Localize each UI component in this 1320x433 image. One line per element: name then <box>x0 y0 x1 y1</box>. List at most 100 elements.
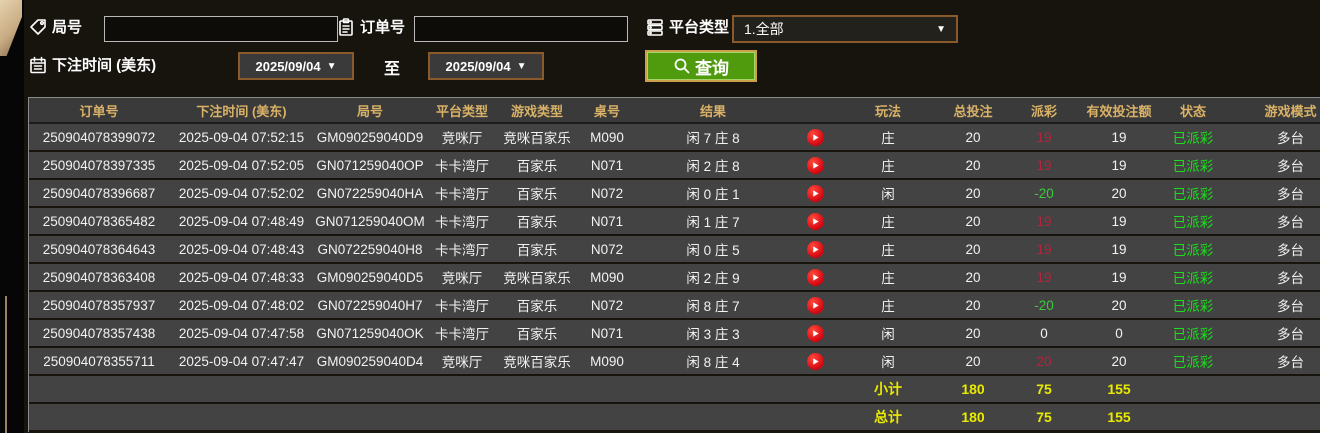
cell-order-no: 250904078365482 <box>42 213 156 229</box>
cell-bet-time: 2025-09-04 07:48:43 <box>178 241 305 257</box>
footer-valid-bet: 155 <box>1107 381 1131 397</box>
cell-valid-bet: 20 <box>1111 297 1127 313</box>
play-video-icon[interactable] <box>807 296 824 314</box>
cell-status: 已派彩 <box>1172 215 1214 230</box>
table-row[interactable]: 250904078363408 2025-09-04 07:48:33 GM0902… <box>29 264 1320 290</box>
table-row[interactable]: 250904078355711 2025-09-04 07:47:47 GM0902… <box>29 348 1320 374</box>
cell-play <box>788 240 843 258</box>
cell-game-no: GM090259040D9 <box>316 129 424 145</box>
cell-result: 闲 0 庄 1 <box>686 187 740 202</box>
cell-bet-time: 2025-09-04 07:48:49 <box>178 213 305 229</box>
query-button-label: 查询 <box>695 58 729 78</box>
cell-total-bet: 20 <box>965 325 981 341</box>
game-no-input[interactable] <box>104 16 338 42</box>
cell-payout: 19 <box>1036 269 1052 285</box>
header-col-play-type: 玩法 <box>874 103 901 119</box>
cell-bet-time: 2025-09-04 07:52:02 <box>178 185 305 201</box>
cell-game-no: GN072259040HA <box>316 185 424 201</box>
cell-total-bet: 20 <box>965 185 981 201</box>
cell-status: 已派彩 <box>1172 327 1214 342</box>
header-col-result: 结果 <box>699 103 726 119</box>
order-no-input[interactable] <box>414 16 628 42</box>
cell-bet-time: 2025-09-04 07:48:33 <box>178 269 305 285</box>
cell-game-type: 百家乐 <box>516 299 558 314</box>
cell-status: 已派彩 <box>1172 355 1214 370</box>
cell-game-type: 百家乐 <box>516 159 558 174</box>
table-row[interactable]: 250904078396687 2025-09-04 07:52:02 GN0722… <box>29 180 1320 206</box>
cell-game-type: 百家乐 <box>516 327 558 342</box>
cell-table-no: N072 <box>590 297 624 313</box>
cell-play-type: 庄 <box>881 243 895 258</box>
chevron-down-icon: ▼ <box>326 60 337 72</box>
cell-total-bet: 20 <box>965 297 981 313</box>
play-video-icon[interactable] <box>807 184 824 202</box>
cell-valid-bet: 19 <box>1111 269 1127 285</box>
cell-game-type: 竞咪百家乐 <box>503 271 571 286</box>
header-col-game-mode: 游戏模式 <box>1264 103 1317 119</box>
cell-total-bet: 20 <box>965 157 981 173</box>
play-video-icon[interactable] <box>807 156 824 174</box>
cell-payout: 19 <box>1036 129 1052 145</box>
cell-valid-bet: 0 <box>1115 325 1123 341</box>
cell-payout: 19 <box>1036 213 1052 229</box>
play-video-icon[interactable] <box>807 324 824 342</box>
cell-play-type: 闲 <box>881 355 895 370</box>
cell-status: 已派彩 <box>1172 299 1214 314</box>
table-row[interactable]: 250904078364643 2025-09-04 07:48:43 GN0722… <box>29 236 1320 262</box>
table-row[interactable]: 250904078357438 2025-09-04 07:47:58 GN0712… <box>29 320 1320 346</box>
play-video-icon[interactable] <box>807 268 824 286</box>
header-col-table-no: 桌号 <box>593 103 620 119</box>
cell-game-type: 百家乐 <box>516 243 558 258</box>
cell-valid-bet: 19 <box>1111 241 1127 257</box>
cell-play <box>788 324 843 342</box>
cell-play <box>788 184 843 202</box>
collapsed-side-panel[interactable] <box>0 0 24 433</box>
game-no-label: 局号 <box>52 19 83 36</box>
cell-total-bet: 20 <box>965 241 981 257</box>
server-list-icon <box>645 17 665 37</box>
cell-game-mode: 多台 <box>1277 327 1304 342</box>
table-row[interactable]: 250904078365482 2025-09-04 07:48:49 GN0712… <box>29 208 1320 234</box>
cell-game-no: GM090259040D4 <box>316 353 424 369</box>
chevron-down-icon: ▼ <box>936 23 946 35</box>
cell-status: 已派彩 <box>1172 271 1214 286</box>
table-row[interactable]: 250904078399072 2025-09-04 07:52:15 GM0902… <box>29 124 1320 150</box>
order-no-label: 订单号 <box>360 19 406 36</box>
play-video-icon[interactable] <box>807 240 824 258</box>
play-video-icon[interactable] <box>807 352 824 370</box>
cell-order-no: 250904078363408 <box>42 269 156 285</box>
cell-status: 已派彩 <box>1172 243 1214 258</box>
platform-type-select[interactable]: 1.全部 ▼ <box>732 15 958 43</box>
filter-toolbar: 局号 订单号 <box>24 0 1320 92</box>
cell-total-bet: 20 <box>965 353 981 369</box>
bet-records-table: 订单号 下注时间 (美东) 局号 平台类型 游戏类型 桌号 结果 玩法 总投注 派彩 有效投注额 状态… <box>28 97 1320 432</box>
cell-valid-bet: 19 <box>1111 213 1127 229</box>
cell-order-no: 250904078357937 <box>42 297 156 313</box>
subtotal-row: 小计 180 75 155 <box>29 376 1320 402</box>
cell-game-no: GN072259040H7 <box>317 297 423 313</box>
table-row[interactable]: 250904078357937 2025-09-04 07:48:02 GN0722… <box>29 292 1320 318</box>
date-to-select[interactable]: 2025/09/04 ▼ <box>428 52 544 80</box>
date-from-select[interactable]: 2025/09/04 ▼ <box>238 52 354 80</box>
cell-platform: 竞咪厅 <box>441 131 483 146</box>
cell-order-no: 250904078355711 <box>43 353 155 369</box>
cell-play-type: 庄 <box>881 159 895 174</box>
search-icon <box>674 58 690 74</box>
cell-order-no: 250904078396687 <box>42 185 156 201</box>
table-row[interactable]: 250904078397335 2025-09-04 07:52:05 GN0712… <box>29 152 1320 178</box>
cell-platform: 竞咪厅 <box>441 355 483 370</box>
cell-table-no: N071 <box>590 325 624 341</box>
cell-play <box>788 128 843 146</box>
cell-bet-time: 2025-09-04 07:47:47 <box>178 353 305 369</box>
cell-result: 闲 8 庄 7 <box>686 299 740 314</box>
play-video-icon[interactable] <box>807 128 824 146</box>
header-col-order-no: 订单号 <box>79 103 119 119</box>
cell-result: 闲 0 庄 5 <box>686 243 740 258</box>
cell-result: 闲 8 庄 4 <box>686 355 740 370</box>
cell-bet-time: 2025-09-04 07:47:58 <box>178 325 305 341</box>
play-video-icon[interactable] <box>807 212 824 230</box>
query-button[interactable]: 查询 <box>645 50 757 82</box>
cell-status: 已派彩 <box>1172 131 1214 146</box>
date-from-value: 2025/09/04 <box>255 58 321 74</box>
panel-expand-arrow-icon[interactable] <box>0 0 22 56</box>
